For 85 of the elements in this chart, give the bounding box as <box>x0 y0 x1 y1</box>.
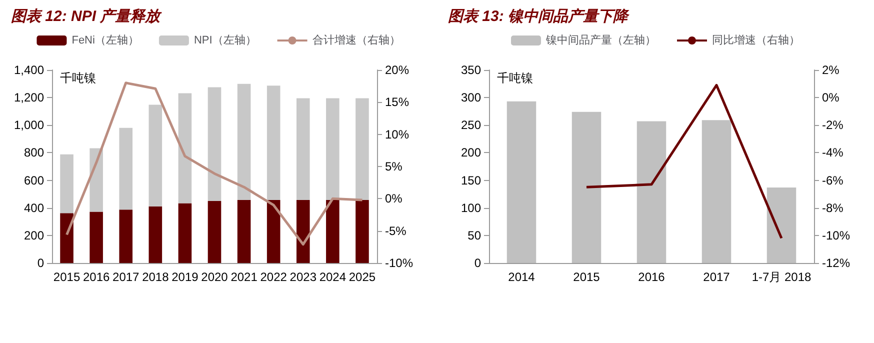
bar <box>178 203 192 263</box>
y-tick-label: 0 <box>37 256 44 270</box>
y-axis-title: 千吨镍 <box>497 71 533 85</box>
x-tick-label: 2023 <box>290 270 317 284</box>
bar <box>90 148 103 212</box>
y2-tick-label: -10% <box>385 256 414 270</box>
y-tick-label: 0 <box>474 256 482 270</box>
bar <box>356 98 369 200</box>
bar <box>148 104 162 206</box>
x-tick-label: 2017 <box>112 270 140 284</box>
bar <box>296 200 310 263</box>
legend-label: NPI（左轴） <box>194 34 256 46</box>
legend-label: FeNi（左轴） <box>72 34 139 46</box>
bar <box>208 200 222 263</box>
bar <box>766 187 796 263</box>
bar <box>702 120 732 263</box>
y-tick-label: 100 <box>460 200 482 215</box>
bar <box>178 93 192 204</box>
bar <box>60 154 74 214</box>
x-tick-label: 1-7月 2018 <box>752 270 812 284</box>
bar <box>119 210 133 263</box>
bar <box>60 213 74 263</box>
bar <box>266 200 280 263</box>
bar <box>208 87 222 201</box>
bar <box>148 206 162 263</box>
x-tick-label: 2016 <box>82 270 110 284</box>
x-tick-label: 2017 <box>703 270 730 284</box>
line-series <box>66 82 364 246</box>
y2-tick-label: -12% <box>822 256 850 270</box>
legend-label: 镍中间品产量（左轴） <box>545 34 656 46</box>
bar <box>326 98 340 200</box>
x-tick-label: 2018 <box>142 270 170 284</box>
y-tick-label: 300 <box>460 90 482 105</box>
x-tick-label: 2021 <box>230 270 258 284</box>
bar <box>636 121 666 263</box>
x-tick-label: 2024 <box>319 270 346 284</box>
y2-tick-label: -2% <box>822 118 844 132</box>
bar <box>90 212 103 263</box>
x-tick-label: 2015 <box>573 270 600 284</box>
bar <box>266 86 280 200</box>
y2-tick-label: 0% <box>385 192 403 206</box>
x-tick-label: 2019 <box>172 270 199 284</box>
bar <box>119 128 133 210</box>
legend-label: 同比增速（右轴） <box>712 34 800 46</box>
y-tick-label: 800 <box>24 146 44 160</box>
y-tick-label: 350 <box>460 63 482 77</box>
y-tick-label: 200 <box>460 146 482 160</box>
chart-title: 图表 13: 镍中间品产量下降 <box>448 7 630 25</box>
y-tick-label: 600 <box>24 173 44 188</box>
x-tick-label: 2022 <box>260 270 288 284</box>
y-tick-label: 150 <box>460 173 482 188</box>
y2-tick-label: -5% <box>385 224 407 238</box>
y-tick-label: 1,200 <box>14 90 44 105</box>
x-tick-label: 2015 <box>53 270 80 284</box>
y2-tick-label: 20% <box>385 63 410 77</box>
y2-tick-label: -8% <box>822 200 844 215</box>
y-tick-label: 200 <box>24 228 44 242</box>
y-axis-title: 千吨镍 <box>60 71 96 85</box>
y2-tick-label: -6% <box>822 173 844 188</box>
x-tick-label: 2016 <box>638 270 666 284</box>
y-tick-label: 1,400 <box>14 63 44 77</box>
y2-tick-label: 15% <box>385 95 410 110</box>
bar <box>506 101 536 263</box>
x-tick-label: 2020 <box>201 270 228 284</box>
bar <box>237 200 251 263</box>
y2-tick-label: 2% <box>822 63 840 77</box>
bar <box>356 200 369 263</box>
bar <box>572 112 602 263</box>
y2-tick-label: -10% <box>822 228 850 242</box>
y-tick-label: 1,000 <box>14 118 44 132</box>
bar <box>326 200 340 263</box>
y2-tick-label: 5% <box>385 160 403 174</box>
x-tick-label: 2014 <box>508 270 536 284</box>
y2-tick-label: -4% <box>822 146 844 160</box>
x-tick-label: 2025 <box>348 270 376 284</box>
y-tick-label: 250 <box>460 118 482 132</box>
line-series <box>585 84 783 240</box>
chart-title: 图表 12: NPI 产量释放 <box>11 7 162 25</box>
y-tick-label: 400 <box>24 200 44 215</box>
bar <box>296 98 310 200</box>
y-tick-label: 50 <box>468 228 482 242</box>
legend-label: 合计增速（右轴） <box>312 34 400 46</box>
y2-tick-label: 0% <box>822 90 840 105</box>
y2-tick-label: 10% <box>385 127 410 142</box>
bar <box>237 84 251 200</box>
